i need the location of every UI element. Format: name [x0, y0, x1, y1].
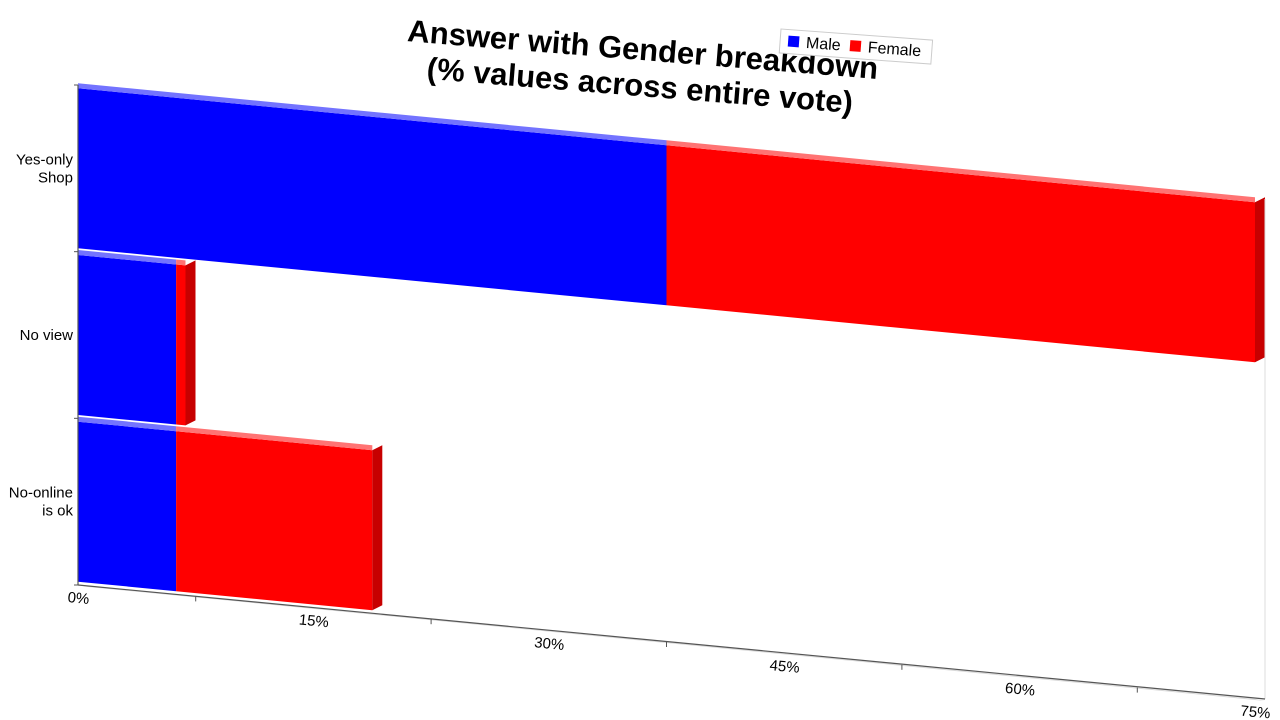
category-label-3: No-online is ok: [9, 485, 74, 520]
value-tick-label-15: 15%: [298, 611, 330, 631]
bar-segment-male-2: [78, 250, 177, 425]
legend-label-male: Male: [805, 35, 841, 55]
value-tick-label-0: 0%: [67, 589, 90, 608]
bar-segment-female-3: [176, 426, 383, 611]
chart-title: Answer with Gender breakdown(% values ac…: [403, 13, 879, 122]
category-label-2: No view: [20, 327, 74, 344]
chart-legend: Male Female: [778, 28, 934, 65]
bar-segment-female-2: [176, 259, 196, 426]
value-tick-label-30: 30%: [533, 634, 565, 654]
bar-segment-male-3: [78, 416, 177, 592]
legend-label-female: Female: [867, 39, 922, 60]
legend-swatch-female: [849, 40, 862, 52]
value-tick-label-45: 45%: [769, 657, 801, 677]
value-tick-label-75: 75%: [1240, 703, 1272, 720]
chart-title-text: Answer with Gender breakdown(% values ac…: [403, 13, 879, 122]
legend-swatch-male: [787, 35, 800, 48]
chart-axes: Yes-only Shop No view No-online is ok 0% 15% 30…: [9, 84, 1272, 720]
bar-segment-male-1: [78, 83, 667, 306]
chart-bars: [78, 83, 1265, 611]
category-label-1: Yes-only Shop: [16, 151, 73, 186]
bar-segment-female-1: [666, 140, 1265, 363]
value-tick-label-60: 60%: [1004, 680, 1036, 700]
value-axis-line: [77, 584, 1266, 700]
